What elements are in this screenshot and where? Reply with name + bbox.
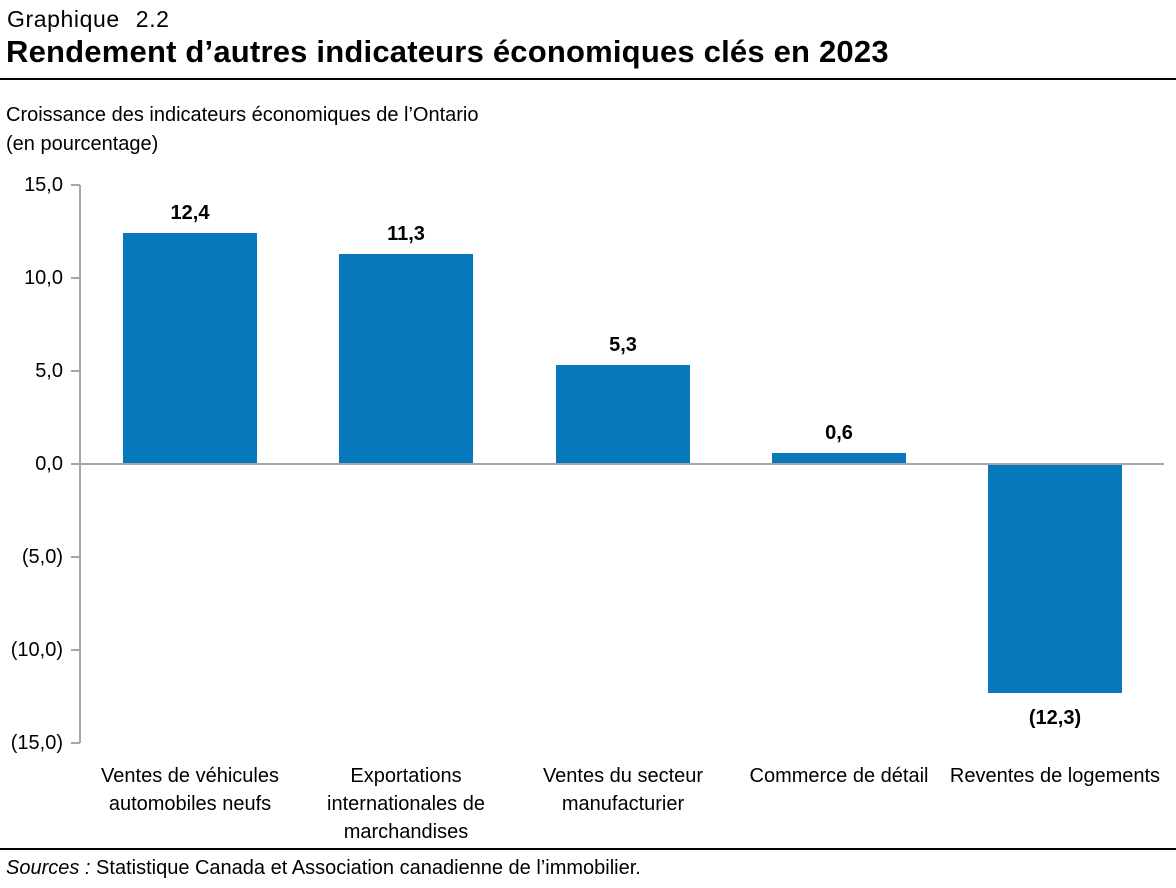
axis-description: Croissance des indicateurs économiques d… xyxy=(6,101,478,159)
zero-baseline xyxy=(80,463,1164,465)
y-axis-tick xyxy=(71,184,80,186)
bar xyxy=(123,233,257,464)
y-axis-tick-label: 10,0 xyxy=(24,267,63,289)
category-label: Reventes de logements xyxy=(949,765,1161,787)
y-axis-tick-label: 0,0 xyxy=(35,453,63,475)
chart-number: Graphique 2.2 xyxy=(7,6,170,32)
bar xyxy=(556,365,690,464)
category-label: Ventes du secteur manufacturier xyxy=(542,765,704,815)
y-axis-tick xyxy=(71,463,80,465)
y-axis-tick xyxy=(71,742,80,744)
bar-value-label: (12,3) xyxy=(1028,707,1082,729)
bar-value-label: 12,4 xyxy=(170,202,210,224)
y-axis-tick-label: 5,0 xyxy=(35,360,63,382)
y-axis-tick xyxy=(71,370,80,372)
bar xyxy=(339,254,473,464)
y-axis-tick-label: (15,0) xyxy=(10,732,63,754)
axis-description-line2: (en pourcentage) xyxy=(6,133,159,155)
footer-divider xyxy=(0,848,1176,850)
sources-text: Statistique Canada et Association canadi… xyxy=(96,857,641,879)
bar xyxy=(772,453,906,464)
category-label: Commerce de détail xyxy=(749,765,929,787)
category-label: Ventes de véhicules automobiles neufs xyxy=(101,765,279,815)
axis-description-line1: Croissance des indicateurs économiques d… xyxy=(6,104,479,126)
bar-value-label: 0,6 xyxy=(825,422,853,444)
y-axis-tick xyxy=(71,556,80,558)
sources-line: Sources : Statistique Canada et Associat… xyxy=(6,857,641,880)
chart-title: Rendement d’autres indicateurs économiqu… xyxy=(6,34,889,69)
bar-value-label: 5,3 xyxy=(609,334,637,356)
y-axis-tick xyxy=(71,277,80,279)
category-label: Exportations internationales de marchand… xyxy=(327,765,485,843)
y-axis-tick xyxy=(71,649,80,651)
bar xyxy=(988,464,1122,693)
y-axis-tick-label: 15,0 xyxy=(24,174,63,196)
bar-value-label: 11,3 xyxy=(387,223,425,245)
y-axis-tick-label: (10,0) xyxy=(10,639,63,661)
y-axis-tick-label: (5,0) xyxy=(21,546,63,568)
sources-label: Sources : xyxy=(6,857,91,879)
title-divider xyxy=(0,78,1176,80)
